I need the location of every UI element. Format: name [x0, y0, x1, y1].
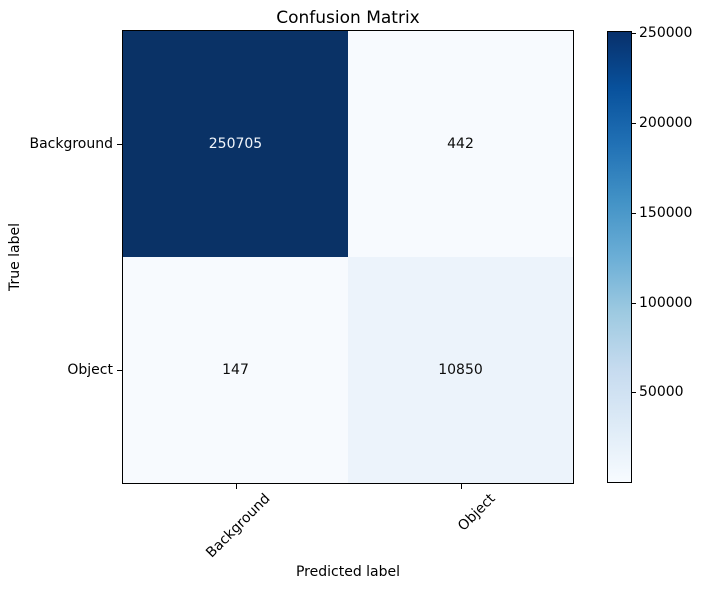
colorbar-tick-mark	[632, 392, 636, 394]
colorbar	[607, 31, 632, 483]
colorbar-tick-mark	[632, 33, 636, 35]
y-axis-label: True label	[7, 222, 23, 292]
heatmap-cell: 10850	[348, 257, 573, 483]
chart-title: Confusion Matrix	[276, 8, 420, 28]
colorbar-tick-label: 250000	[639, 25, 693, 42]
colorbar-tick-label: 50000	[639, 384, 684, 401]
y-tick-mark	[117, 370, 122, 371]
x-tick-mark	[235, 484, 237, 489]
colorbar-tick-label: 150000	[639, 204, 693, 221]
heatmap-cell: 442	[348, 31, 573, 257]
x-tick-label: Background	[203, 490, 274, 562]
cell-value: 147	[222, 362, 249, 378]
y-tick-label: Object	[67, 362, 113, 378]
cell-value: 442	[447, 136, 474, 152]
y-tick-label: Background	[29, 136, 113, 152]
colorbar-tick-label: 100000	[639, 294, 693, 311]
colorbar-tick-mark	[632, 212, 636, 214]
cell-value: 10850	[438, 362, 483, 378]
x-tick-mark	[460, 484, 462, 489]
colorbar-tick-mark	[632, 123, 636, 125]
heatmap-plot: 250705 442 147 10850	[122, 30, 574, 484]
heatmap-cell: 250705	[123, 31, 348, 257]
x-axis-label: Predicted label	[295, 564, 401, 580]
colorbar-tick-label: 200000	[639, 115, 693, 132]
colorbar-tick-mark	[632, 302, 636, 304]
y-tick-mark	[117, 144, 122, 145]
heatmap-cell: 147	[123, 257, 348, 483]
x-tick-label: Object	[454, 490, 499, 535]
cell-value: 250705	[208, 136, 263, 152]
